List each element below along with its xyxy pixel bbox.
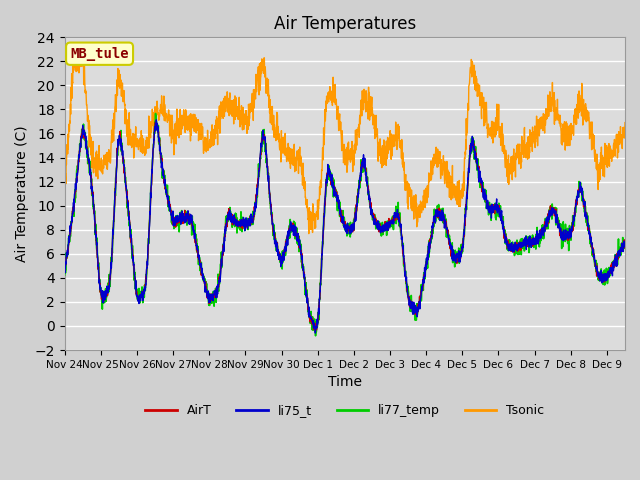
Legend: AirT, li75_t, li77_temp, Tsonic: AirT, li75_t, li77_temp, Tsonic xyxy=(140,399,549,422)
Title: Air Temperatures: Air Temperatures xyxy=(274,15,416,33)
X-axis label: Time: Time xyxy=(328,375,362,389)
Text: MB_tule: MB_tule xyxy=(70,47,129,60)
Y-axis label: Air Temperature (C): Air Temperature (C) xyxy=(15,125,29,262)
